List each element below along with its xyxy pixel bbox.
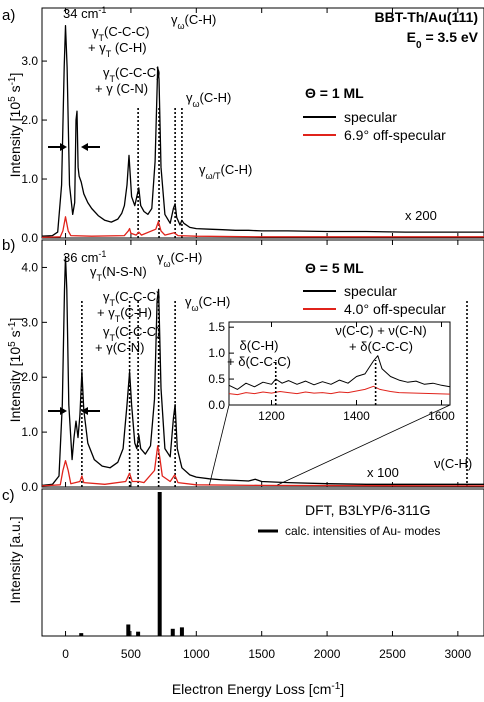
panelB-ytick-label-2: 2.0	[21, 370, 38, 384]
inset-annotation-2a: ν(C-C) + ν(C-N)	[335, 323, 426, 338]
inset-ytick-label-0: 0.0	[208, 398, 225, 412]
panelA-series-0	[41, 25, 484, 237]
inset-series-0	[228, 355, 451, 390]
inset-xtick-label-0: 1200	[258, 409, 285, 423]
ylabel-c: Intensity [a.u.]	[7, 516, 23, 603]
annotation-a-5: γω/T(C-H)	[199, 162, 252, 181]
annotation-b-5: γω(C-H)	[185, 294, 230, 313]
panel-c-bar-3	[157, 492, 162, 636]
panel-c-xtick-label-2: 1000	[183, 647, 210, 661]
panel-c: 0 500 1000 1500 2000 2500 3000	[41, 488, 484, 661]
panelB-frame	[41, 239, 484, 488]
sample-label: BBT-Th/Au(111)	[375, 9, 478, 25]
annotation-b-1: γT(N-S-N)	[90, 264, 147, 283]
legend-title-a: Θ = 1 ML	[305, 85, 364, 101]
panel-b-inset: 1200 1400 1600 0.0 0.5 1.0 1.5	[208, 320, 455, 423]
legend-label-calc: calc. intensities of Au- modes	[285, 524, 440, 538]
inset-series-1	[228, 385, 451, 396]
xlabel: Electron Energy Loss [cm-1]	[172, 681, 344, 698]
annotation-b-3: γT(C-C-C)	[103, 324, 160, 343]
panel-c-xtick-label-6: 3000	[444, 647, 471, 661]
annotation-b-2b: + γT(C-H)	[97, 305, 152, 324]
panel-c-bar-4	[170, 628, 175, 636]
panel-c-bar-2	[136, 631, 141, 636]
panel-c-bar-1	[126, 624, 131, 636]
magnification-b: x 100	[367, 465, 399, 480]
panelA-ytick-label-0: 0.0	[21, 231, 38, 245]
annotation-b-3b: + γ(C-N)	[95, 340, 144, 355]
panelA-ytick-label-2: 2.0	[21, 113, 38, 127]
annotation-b-6: ν(C-H)	[434, 456, 472, 471]
panel-c-xtick-label-4: 2000	[314, 647, 341, 661]
annotation-a-1: γT(C-C-C)	[92, 24, 149, 43]
panelB-series-0	[41, 255, 484, 487]
panel-a-arrow-right-head	[81, 143, 88, 151]
inset-xtick-label-2: 1600	[428, 409, 455, 423]
panel-label-a: a)	[2, 7, 15, 24]
inset-annotation-2b: + δ(C-C-C)	[349, 339, 413, 354]
panelA-ytick-label-1: 1.0	[21, 172, 38, 186]
panel-c-xtick-label-5: 2500	[379, 647, 406, 661]
magnification-a: x 200	[405, 208, 437, 223]
legend-label-off-b: 4.0° off-specular	[344, 301, 446, 317]
panelA-series-1	[41, 216, 484, 239]
legend-label-specular-b: specular	[344, 283, 397, 299]
annotation-a-3: γω(C-H)	[171, 12, 216, 31]
panel-a: 0.0 1.0 2.0 3.0	[21, 7, 484, 245]
panel-b-arrow-left-head	[60, 407, 67, 415]
panel-c-xtick-label-3: 1500	[248, 647, 275, 661]
panel-label-b: b)	[2, 237, 15, 254]
panelB-ytick-label-1: 1.0	[21, 425, 38, 439]
annotation-a-4: γω(C-H)	[186, 90, 231, 109]
panel-c-xtick-label-1: 500	[121, 647, 141, 661]
panel-label-c: c)	[2, 487, 15, 504]
zoom-connector-right	[277, 404, 451, 486]
legend-label-off-a: 6.9° off-specular	[344, 127, 446, 143]
annotation-b-2: γT(C-C-C)	[103, 289, 160, 308]
inset-frame	[228, 321, 451, 406]
zoom-connector-left	[208, 404, 230, 486]
panelB-series-1	[41, 445, 484, 487]
annotation-a-1b: + γT (C-H)	[88, 40, 147, 59]
panel-b: 0.0 1.0 2.0 3.0 4.0	[21, 239, 484, 494]
panelB-ytick-label-3: 3.0	[21, 315, 38, 329]
legend-label-specular-a: specular	[344, 109, 397, 125]
energy-label: E0 = 3.5 eV	[407, 29, 479, 51]
panel-c-bar-5	[179, 627, 184, 636]
annotation-a-2: γT(C-C-C)	[103, 65, 160, 84]
panel-c-bar-0	[79, 633, 84, 636]
legend-title-b: Θ = 5 ML	[305, 260, 364, 276]
panelB-ytick-label-4: 4.0	[21, 260, 38, 274]
dft-title: DFT, B3LYP/6-311G	[305, 502, 431, 518]
inset-annotation-1a: δ(C-H)	[240, 338, 279, 353]
inset-ytick-label-2: 1.0	[208, 346, 225, 360]
inset-ytick-label-3: 1.5	[208, 320, 225, 334]
annotation-34cm-a: 34 cm-1	[63, 5, 106, 21]
inset-xtick-label-1: 1400	[343, 409, 370, 423]
inset-ytick-label-1: 0.5	[208, 372, 225, 386]
annotation-36cm-b: 36 cm-1	[63, 249, 106, 265]
panelB-ytick-label-0: 0.0	[21, 480, 38, 494]
panel-b-arrow-right-head	[81, 407, 88, 415]
panel-c-xtick-label-0: 0	[62, 647, 69, 661]
panelA-ytick-label-3: 3.0	[21, 54, 38, 68]
panel-a-arrow-left-head	[60, 143, 67, 151]
annotation-a-2b: + γ (C-N)	[95, 81, 148, 96]
panelA-frame	[41, 7, 484, 239]
panel-c-frame	[41, 488, 484, 637]
annotation-b-4: γω(C-H)	[157, 250, 202, 269]
inset-annotation-1b: + δ(C-C-C)	[227, 354, 291, 369]
